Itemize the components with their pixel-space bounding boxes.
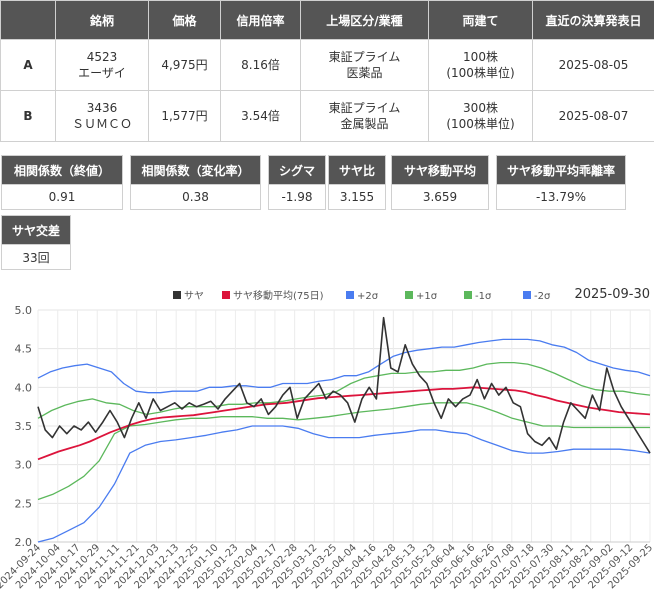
sector-name: 金属製品 [340, 117, 389, 131]
legend-swatch [222, 291, 230, 299]
metric-value: -1.98 [267, 184, 327, 210]
metric-value: 33回 [0, 244, 72, 270]
stock-code: 3436 [86, 101, 118, 115]
metric-sigma: シグマ -1.98 [267, 155, 327, 210]
legend-swatch [405, 291, 413, 299]
table-row: A 4523 エーザイ 4,975円 8.16倍 東証プライム 医薬品 100株 (1… [0, 39, 654, 91]
legend-item[interactable]: +2σ [346, 291, 379, 302]
legend-label: +1σ [416, 291, 438, 302]
lot-size: 300株 [463, 101, 498, 115]
legend-swatch [523, 291, 531, 299]
metric-label: サヤ移動平均 [391, 155, 489, 185]
y-tick-label: 2.5 [15, 497, 33, 510]
y-tick-label: 3.5 [15, 420, 33, 433]
y-axis: 2.0 2.5 3.0 3.5 4.0 4.5 5.0 [15, 304, 33, 549]
metric-value: 0.91 [1, 184, 123, 210]
table-row: B 3436 ＳＵＭＣＯ 1,577円 3.54倍 東証プライム 金属製品 300株… [0, 90, 654, 142]
legend-item[interactable]: サヤ移動平均(75日) [222, 289, 324, 302]
y-tick-label: 4.0 [15, 381, 33, 394]
earnings-date-cell: 2025-08-05 [532, 39, 654, 91]
stock-name: エーザイ [78, 66, 126, 80]
metric-label: サヤ比 [327, 155, 387, 185]
lot-unit: (100株単位) [446, 117, 515, 131]
legend-item[interactable]: -1σ [464, 291, 492, 302]
metric-label: 相関係数（終値） [1, 155, 123, 185]
chart-series [37, 316, 651, 543]
metric-label: シグマ [267, 155, 327, 185]
metric-value: 3.155 [327, 184, 387, 210]
legend-swatch [464, 291, 472, 299]
lot-cell: 100株 (100株単位) [428, 39, 533, 91]
series-line-4 [37, 402, 650, 501]
sector-name: 医薬品 [346, 66, 383, 80]
market-cell: 東証プライム 金属製品 [300, 90, 429, 142]
metric-label: サヤ移動平均乖離率 [495, 155, 627, 185]
header-cell: 価格 [148, 0, 221, 40]
market-name: 東証プライム [328, 101, 401, 115]
metric-spread-cross: サヤ交差 33回 [0, 215, 72, 270]
row-label: B [0, 90, 56, 142]
chart-date-label: 2025-09-30 [574, 287, 650, 302]
legend-label: サヤ移動平均(75日) [233, 289, 324, 302]
x-axis: 2024-09-242024-10-042024-10-172024-10-29… [0, 542, 654, 591]
chart-grid [37, 309, 651, 543]
market-cell: 東証プライム 医薬品 [300, 39, 429, 91]
lot-cell: 300株 (100株単位) [428, 90, 533, 142]
legend-label: サヤ [184, 290, 204, 302]
metric-spread-deviation: サヤ移動平均乖離率 -13.79% [495, 155, 627, 210]
header-cell: 銘柄 [55, 0, 149, 40]
legend-swatch [346, 291, 354, 299]
price-cell: 4,975円 [148, 39, 221, 91]
header-cell: 信用倍率 [220, 0, 301, 40]
price-cell: 1,577円 [148, 90, 221, 142]
metric-value: -13.79% [495, 184, 627, 210]
lot-unit: (100株単位) [446, 66, 515, 80]
metric-spread-moving-average: サヤ移動平均 3.659 [391, 155, 489, 210]
series-line-3 [37, 361, 651, 419]
stock-cell[interactable]: 3436 ＳＵＭＣＯ [55, 90, 149, 142]
earnings-date-cell: 2025-08-07 [532, 90, 654, 142]
y-tick-label: 4.5 [15, 343, 33, 356]
legend-label: +2σ [357, 291, 379, 302]
series-line-5 [37, 425, 651, 543]
lot-size: 100株 [463, 50, 498, 64]
legend-item[interactable]: -2σ [523, 291, 551, 302]
legend-label: -1σ [475, 291, 492, 302]
metric-correlation-close: 相関係数（終値） 0.91 [1, 155, 123, 210]
metric-label: 相関係数（変化率） [130, 155, 261, 185]
legend-swatch [173, 291, 181, 299]
legend-item[interactable]: +1σ [405, 291, 438, 302]
table-header-row: 銘柄 価格 信用倍率 上場区分/業種 両建て 直近の決算発表日 [0, 0, 654, 40]
stock-cell[interactable]: 4523 エーザイ [55, 39, 149, 91]
header-cell: 上場区分/業種 [300, 0, 429, 40]
margin-ratio-cell: 8.16倍 [220, 39, 301, 91]
y-tick-label: 3.0 [15, 459, 33, 472]
row-label: A [0, 39, 56, 91]
header-cell [0, 0, 56, 40]
header-cell: 両建て [428, 0, 533, 40]
metric-value: 0.38 [130, 184, 261, 210]
metric-spread-ratio: サヤ比 3.155 [327, 155, 387, 210]
series-line-0 [37, 316, 651, 454]
y-tick-label: 2.0 [15, 536, 33, 549]
series-line-2 [37, 338, 651, 394]
series-line-1 [37, 386, 651, 461]
margin-ratio-cell: 3.54倍 [220, 90, 301, 142]
metric-correlation-change: 相関係数（変化率） 0.38 [130, 155, 261, 210]
stock-name: ＳＵＭＣＯ [71, 117, 132, 131]
market-name: 東証プライム [328, 50, 401, 64]
legend-item[interactable]: サヤ [173, 290, 204, 302]
spread-chart: 2.0 2.5 3.0 3.5 4.0 4.5 5.0 2024-09-242024-10-… [0, 287, 654, 591]
metric-value: 3.659 [391, 184, 489, 210]
pair-table: 銘柄 価格 信用倍率 上場区分/業種 両建て 直近の決算発表日 A 4523 エー… [0, 0, 654, 142]
stock-code: 4523 [86, 50, 118, 64]
header-cell: 直近の決算発表日 [532, 0, 654, 40]
chart-legend[interactable]: サヤ サヤ移動平均(75日) +2σ +1σ -1σ -2σ [173, 289, 551, 302]
metric-label: サヤ交差 [0, 215, 72, 245]
legend-label: -2σ [534, 291, 551, 302]
y-tick-label: 5.0 [15, 304, 33, 317]
